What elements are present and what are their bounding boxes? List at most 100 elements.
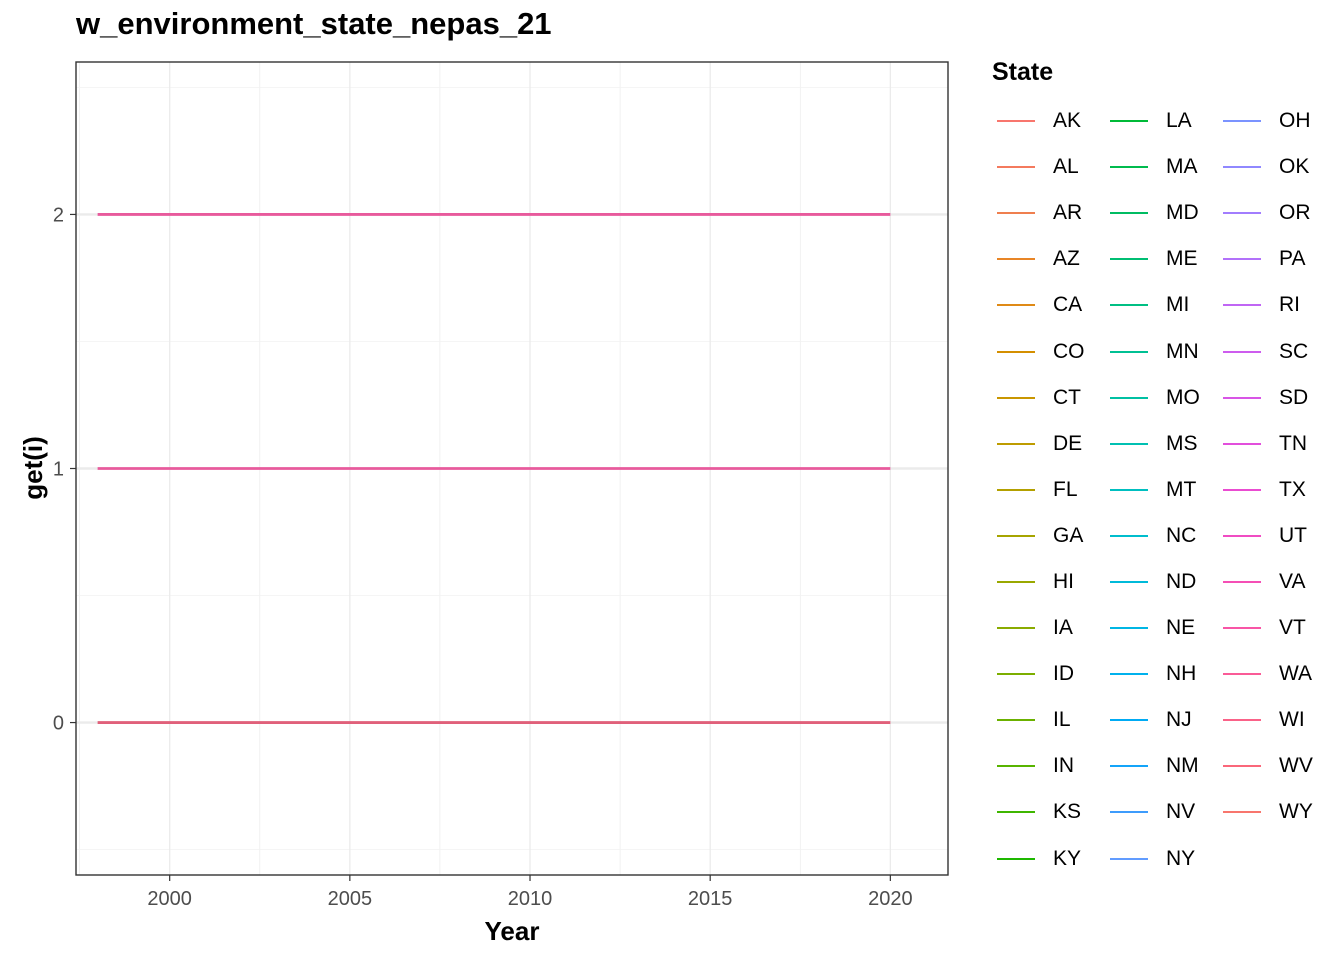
legend-label: OH bbox=[1279, 109, 1311, 133]
legend-item: NH bbox=[1105, 651, 1218, 697]
legend-item: MN bbox=[1105, 328, 1218, 374]
legend-item: UT bbox=[1218, 513, 1331, 559]
legend-key bbox=[1223, 212, 1261, 215]
legend-key bbox=[1223, 350, 1261, 353]
legend-key bbox=[997, 765, 1035, 768]
legend-key bbox=[1110, 811, 1148, 814]
legend-label: OK bbox=[1279, 155, 1310, 179]
legend-item: KS bbox=[992, 789, 1105, 835]
legend-label: MI bbox=[1166, 293, 1190, 317]
legend-label: SD bbox=[1279, 385, 1309, 409]
legend-item: AZ bbox=[992, 236, 1105, 282]
legend-key bbox=[1110, 765, 1148, 768]
legend-item: MT bbox=[1105, 467, 1218, 513]
x-tick-label: 2010 bbox=[508, 888, 553, 910]
legend-item: PA bbox=[1218, 236, 1331, 282]
legend-item: SD bbox=[1218, 375, 1331, 421]
legend-key bbox=[997, 580, 1035, 583]
y-tick-label: 2 bbox=[53, 204, 64, 226]
legend-label: AZ bbox=[1053, 247, 1080, 271]
legend-item: VT bbox=[1218, 605, 1331, 651]
legend-label: DE bbox=[1053, 431, 1083, 455]
legend-label: UT bbox=[1279, 523, 1307, 547]
legend-key bbox=[997, 350, 1035, 353]
legend-label: FL bbox=[1053, 477, 1078, 501]
legend-label: MT bbox=[1166, 477, 1197, 501]
legend-column: OH OK OR PA RI SC SD TN TX UT VA VT WA WI WV WY bbox=[1218, 98, 1331, 882]
legend-item: IN bbox=[992, 743, 1105, 789]
legend-item: ND bbox=[1105, 559, 1218, 605]
legend-label: IA bbox=[1053, 616, 1073, 640]
legend-item: WA bbox=[1218, 651, 1331, 697]
legend-item: NM bbox=[1105, 743, 1218, 789]
legend-key bbox=[997, 857, 1035, 860]
legend-item: WV bbox=[1218, 743, 1331, 789]
legend-label: KY bbox=[1053, 846, 1082, 870]
legend-column: AK AL AR AZ CA CO CT DE FL GA HI IA ID IL IN KS KY bbox=[992, 98, 1105, 882]
legend-label: MS bbox=[1166, 431, 1198, 455]
legend-item: TN bbox=[1218, 421, 1331, 467]
legend-label: ND bbox=[1166, 569, 1197, 593]
legend-key bbox=[1223, 627, 1261, 630]
legend-key bbox=[997, 627, 1035, 630]
legend-key bbox=[997, 534, 1035, 537]
legend-column: LA MA MD ME MI MN MO MS MT NC ND NE NH NJ NM NV NY bbox=[1105, 98, 1218, 882]
legend-label: OR bbox=[1279, 201, 1311, 225]
legend-item: CO bbox=[992, 328, 1105, 374]
y-tick-label: 0 bbox=[53, 713, 64, 735]
legend-item: AK bbox=[992, 98, 1105, 144]
x-tick-label: 2000 bbox=[147, 888, 192, 910]
legend-key bbox=[1110, 258, 1148, 261]
legend-item: NC bbox=[1105, 513, 1218, 559]
legend-item: OH bbox=[1218, 98, 1331, 144]
legend-key bbox=[997, 719, 1035, 722]
legend-label: CT bbox=[1053, 385, 1081, 409]
legend-key bbox=[997, 488, 1035, 491]
legend-label: IN bbox=[1053, 754, 1074, 778]
legend-item: ME bbox=[1105, 236, 1218, 282]
legend-item: MA bbox=[1105, 144, 1218, 190]
legend-key bbox=[1110, 580, 1148, 583]
legend-key bbox=[997, 166, 1035, 169]
legend-item: OK bbox=[1218, 144, 1331, 190]
legend-item: VA bbox=[1218, 559, 1331, 605]
legend-key bbox=[997, 304, 1035, 307]
legend: State AK AL AR AZ CA CO CT DE FL GA HI IA ID IL IN KS KY… bbox=[992, 54, 1331, 882]
legend-item: AR bbox=[992, 190, 1105, 236]
legend-label: RI bbox=[1279, 293, 1300, 317]
legend-item: WY bbox=[1218, 789, 1331, 835]
legend-item: IA bbox=[992, 605, 1105, 651]
legend-label: MN bbox=[1166, 339, 1199, 363]
legend-item: KY bbox=[992, 836, 1105, 882]
legend-key bbox=[1223, 120, 1261, 123]
legend-item: AL bbox=[992, 144, 1105, 190]
legend-label: AR bbox=[1053, 201, 1083, 225]
legend-item: WI bbox=[1218, 697, 1331, 743]
legend-key bbox=[1110, 350, 1148, 353]
legend-item: OR bbox=[1218, 190, 1331, 236]
legend-item: LA bbox=[1105, 98, 1218, 144]
legend-key bbox=[1110, 166, 1148, 169]
legend-key bbox=[1110, 488, 1148, 491]
legend-label: NM bbox=[1166, 754, 1199, 778]
legend-label: VA bbox=[1279, 569, 1306, 593]
legend-key bbox=[1223, 534, 1261, 537]
legend-key bbox=[1110, 396, 1148, 399]
legend-item: RI bbox=[1218, 282, 1331, 328]
legend-label: TN bbox=[1279, 431, 1307, 455]
legend-label: WY bbox=[1279, 800, 1313, 824]
legend-item: MI bbox=[1105, 282, 1218, 328]
legend-key bbox=[997, 442, 1035, 445]
legend-item: MS bbox=[1105, 421, 1218, 467]
legend-key bbox=[1110, 534, 1148, 537]
legend-key bbox=[997, 258, 1035, 261]
legend-label: NH bbox=[1166, 662, 1197, 686]
axis-layer: 2000 2005 2010 2015 2020 0 1 2 bbox=[53, 204, 913, 910]
legend-label: HI bbox=[1053, 569, 1074, 593]
legend-item: TX bbox=[1218, 467, 1331, 513]
legend-key bbox=[997, 811, 1035, 814]
legend-label: NC bbox=[1166, 523, 1197, 547]
legend-label: AL bbox=[1053, 155, 1079, 179]
legend-item: NJ bbox=[1105, 697, 1218, 743]
